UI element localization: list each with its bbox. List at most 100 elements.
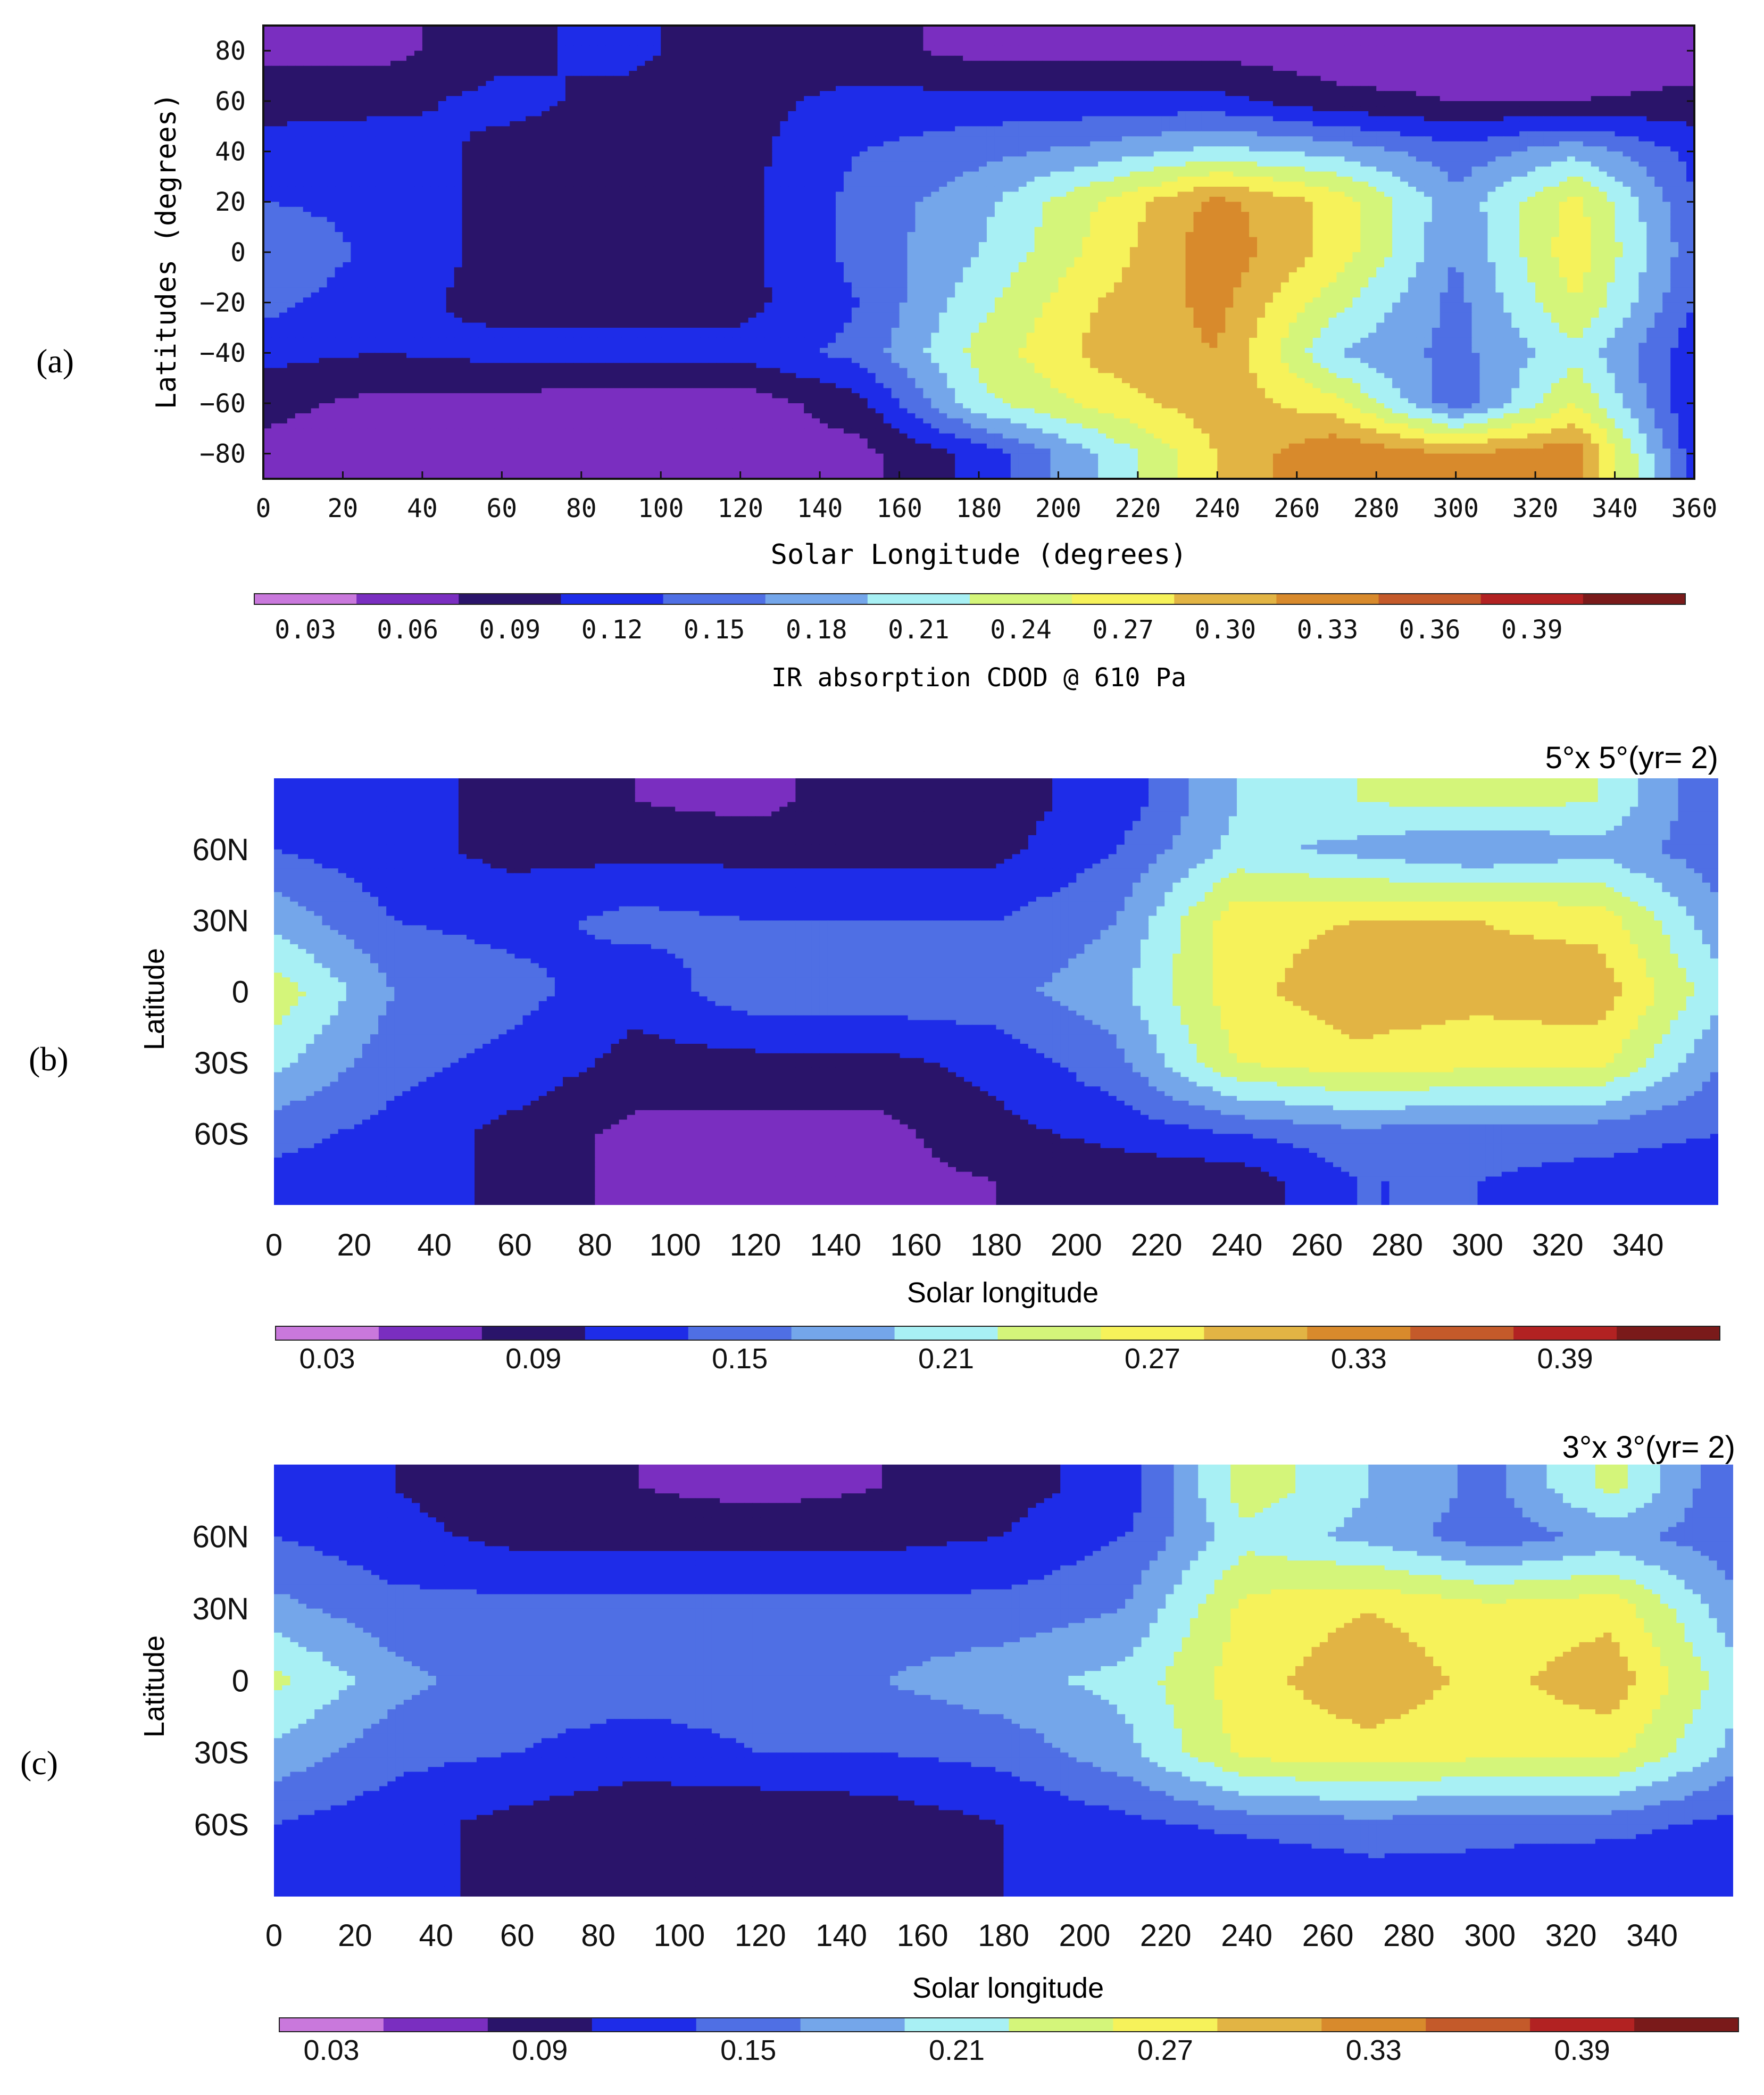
heatmap-cell: [685, 121, 693, 127]
heatmap-cell: [589, 111, 598, 117]
heatmap-cell: [557, 161, 566, 167]
heatmap-cell: [1185, 156, 1194, 162]
heatmap-cell: [1622, 40, 1632, 46]
heatmap-cell: [971, 156, 979, 162]
heatmap-cell: [287, 30, 296, 36]
heatmap-cell: [836, 45, 844, 52]
heatmap-cell: [1630, 101, 1640, 107]
heatmap-cell: [279, 106, 288, 112]
heatmap-cell: [1678, 40, 1687, 46]
heatmap-cell: [1328, 71, 1337, 77]
heatmap-cell: [303, 146, 312, 152]
heatmap-cell: [279, 71, 288, 77]
heatmap-cell: [1145, 35, 1154, 41]
heatmap-cell: [1122, 65, 1130, 71]
heatmap-cell: [1257, 35, 1266, 41]
heatmap-cell: [1352, 35, 1361, 41]
heatmap-cell: [1296, 81, 1305, 87]
heatmap-cell: [1090, 86, 1099, 92]
heatmap-cell: [581, 71, 590, 77]
heatmap-cell: [390, 91, 399, 97]
heatmap-cell: [1272, 126, 1282, 132]
heatmap-cell: [1177, 156, 1186, 162]
heatmap-cell: [1114, 141, 1122, 147]
heatmap-cell: [367, 86, 376, 92]
heatmap-cell: [1662, 141, 1671, 147]
heatmap-cell: [1455, 106, 1465, 112]
heatmap-cell: [1074, 101, 1083, 107]
heatmap-cell: [1638, 156, 1647, 162]
heatmap-cell: [923, 116, 932, 122]
heatmap-cell: [875, 126, 884, 132]
heatmap-cell: [557, 106, 566, 112]
heatmap-cell: [748, 141, 757, 147]
heatmap-cell: [422, 111, 431, 117]
heatmap-cell: [971, 101, 979, 107]
heatmap-cell: [629, 111, 638, 117]
heatmap-cell: [351, 71, 360, 77]
heatmap-cell: [1209, 136, 1218, 142]
heatmap-cell: [1241, 161, 1250, 167]
heatmap-cell: [756, 146, 765, 152]
heatmap-cell: [637, 161, 646, 167]
heatmap-cell: [693, 61, 701, 66]
heatmap-cell: [1535, 35, 1544, 41]
heatmap-cell: [295, 111, 304, 117]
heatmap-cell: [700, 35, 709, 41]
heatmap-cell: [1209, 131, 1218, 137]
heatmap-cell: [557, 76, 566, 81]
heatmap-cell: [851, 96, 860, 102]
heatmap-cell: [716, 156, 725, 162]
heatmap-cell: [375, 76, 383, 81]
heatmap-cell: [550, 71, 558, 77]
heatmap-cell: [1511, 91, 1520, 97]
heatmap-cell: [295, 86, 304, 92]
heatmap-cell: [422, 161, 431, 167]
heatmap-cell: [772, 45, 781, 52]
heatmap-cell: [1479, 76, 1488, 81]
heatmap-cell: [1090, 161, 1099, 167]
heatmap-cell: [1686, 116, 1694, 122]
heatmap-cell: [1304, 30, 1313, 36]
heatmap-cell: [1535, 45, 1544, 52]
heatmap-cell: [263, 81, 272, 87]
heatmap-cell: [939, 45, 948, 52]
heatmap-cell: [581, 96, 590, 102]
heatmap-cell: [1122, 116, 1130, 122]
heatmap-cell: [446, 91, 455, 97]
heatmap-cell: [780, 86, 789, 92]
heatmap-cell: [1662, 96, 1671, 102]
heatmap-cell: [454, 96, 463, 102]
heatmap-cell: [1535, 40, 1544, 46]
heatmap-cell: [454, 121, 463, 127]
heatmap-cell: [1106, 126, 1114, 132]
heatmap-cell: [1185, 131, 1194, 137]
heatmap-cell: [1280, 131, 1289, 137]
heatmap-cell: [534, 65, 542, 71]
heatmap-cell: [1074, 81, 1083, 87]
heatmap-cell: [542, 65, 550, 71]
heatmap-cell: [1376, 35, 1385, 41]
heatmap-cell: [1495, 51, 1504, 56]
heatmap-cell: [1304, 121, 1313, 127]
heatmap-cell: [1145, 65, 1154, 71]
heatmap-cell: [780, 30, 789, 36]
heatmap-cell: [780, 161, 789, 167]
heatmap-cell: [677, 81, 685, 87]
heatmap-cell: [812, 91, 820, 97]
heatmap-cell: [1551, 96, 1560, 102]
heatmap-cell: [1225, 106, 1234, 112]
heatmap-cell: [621, 71, 630, 77]
heatmap-cell: [1575, 45, 1584, 52]
heatmap-cell: [764, 71, 773, 77]
heatmap-cell: [772, 101, 781, 107]
heatmap-cell: [382, 61, 391, 66]
heatmap-cell: [1591, 26, 1600, 31]
heatmap-cell: [1535, 55, 1544, 62]
heatmap-cell: [653, 161, 662, 167]
heatmap-cell: [1599, 35, 1608, 41]
heatmap-cell: [1567, 45, 1576, 52]
heatmap-cell: [438, 40, 447, 46]
heatmap-cell: [438, 121, 447, 127]
heatmap-cell: [748, 81, 757, 87]
